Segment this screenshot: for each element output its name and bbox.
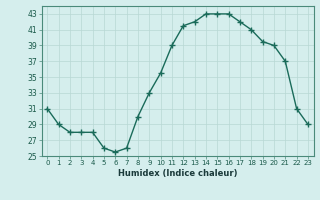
- X-axis label: Humidex (Indice chaleur): Humidex (Indice chaleur): [118, 169, 237, 178]
